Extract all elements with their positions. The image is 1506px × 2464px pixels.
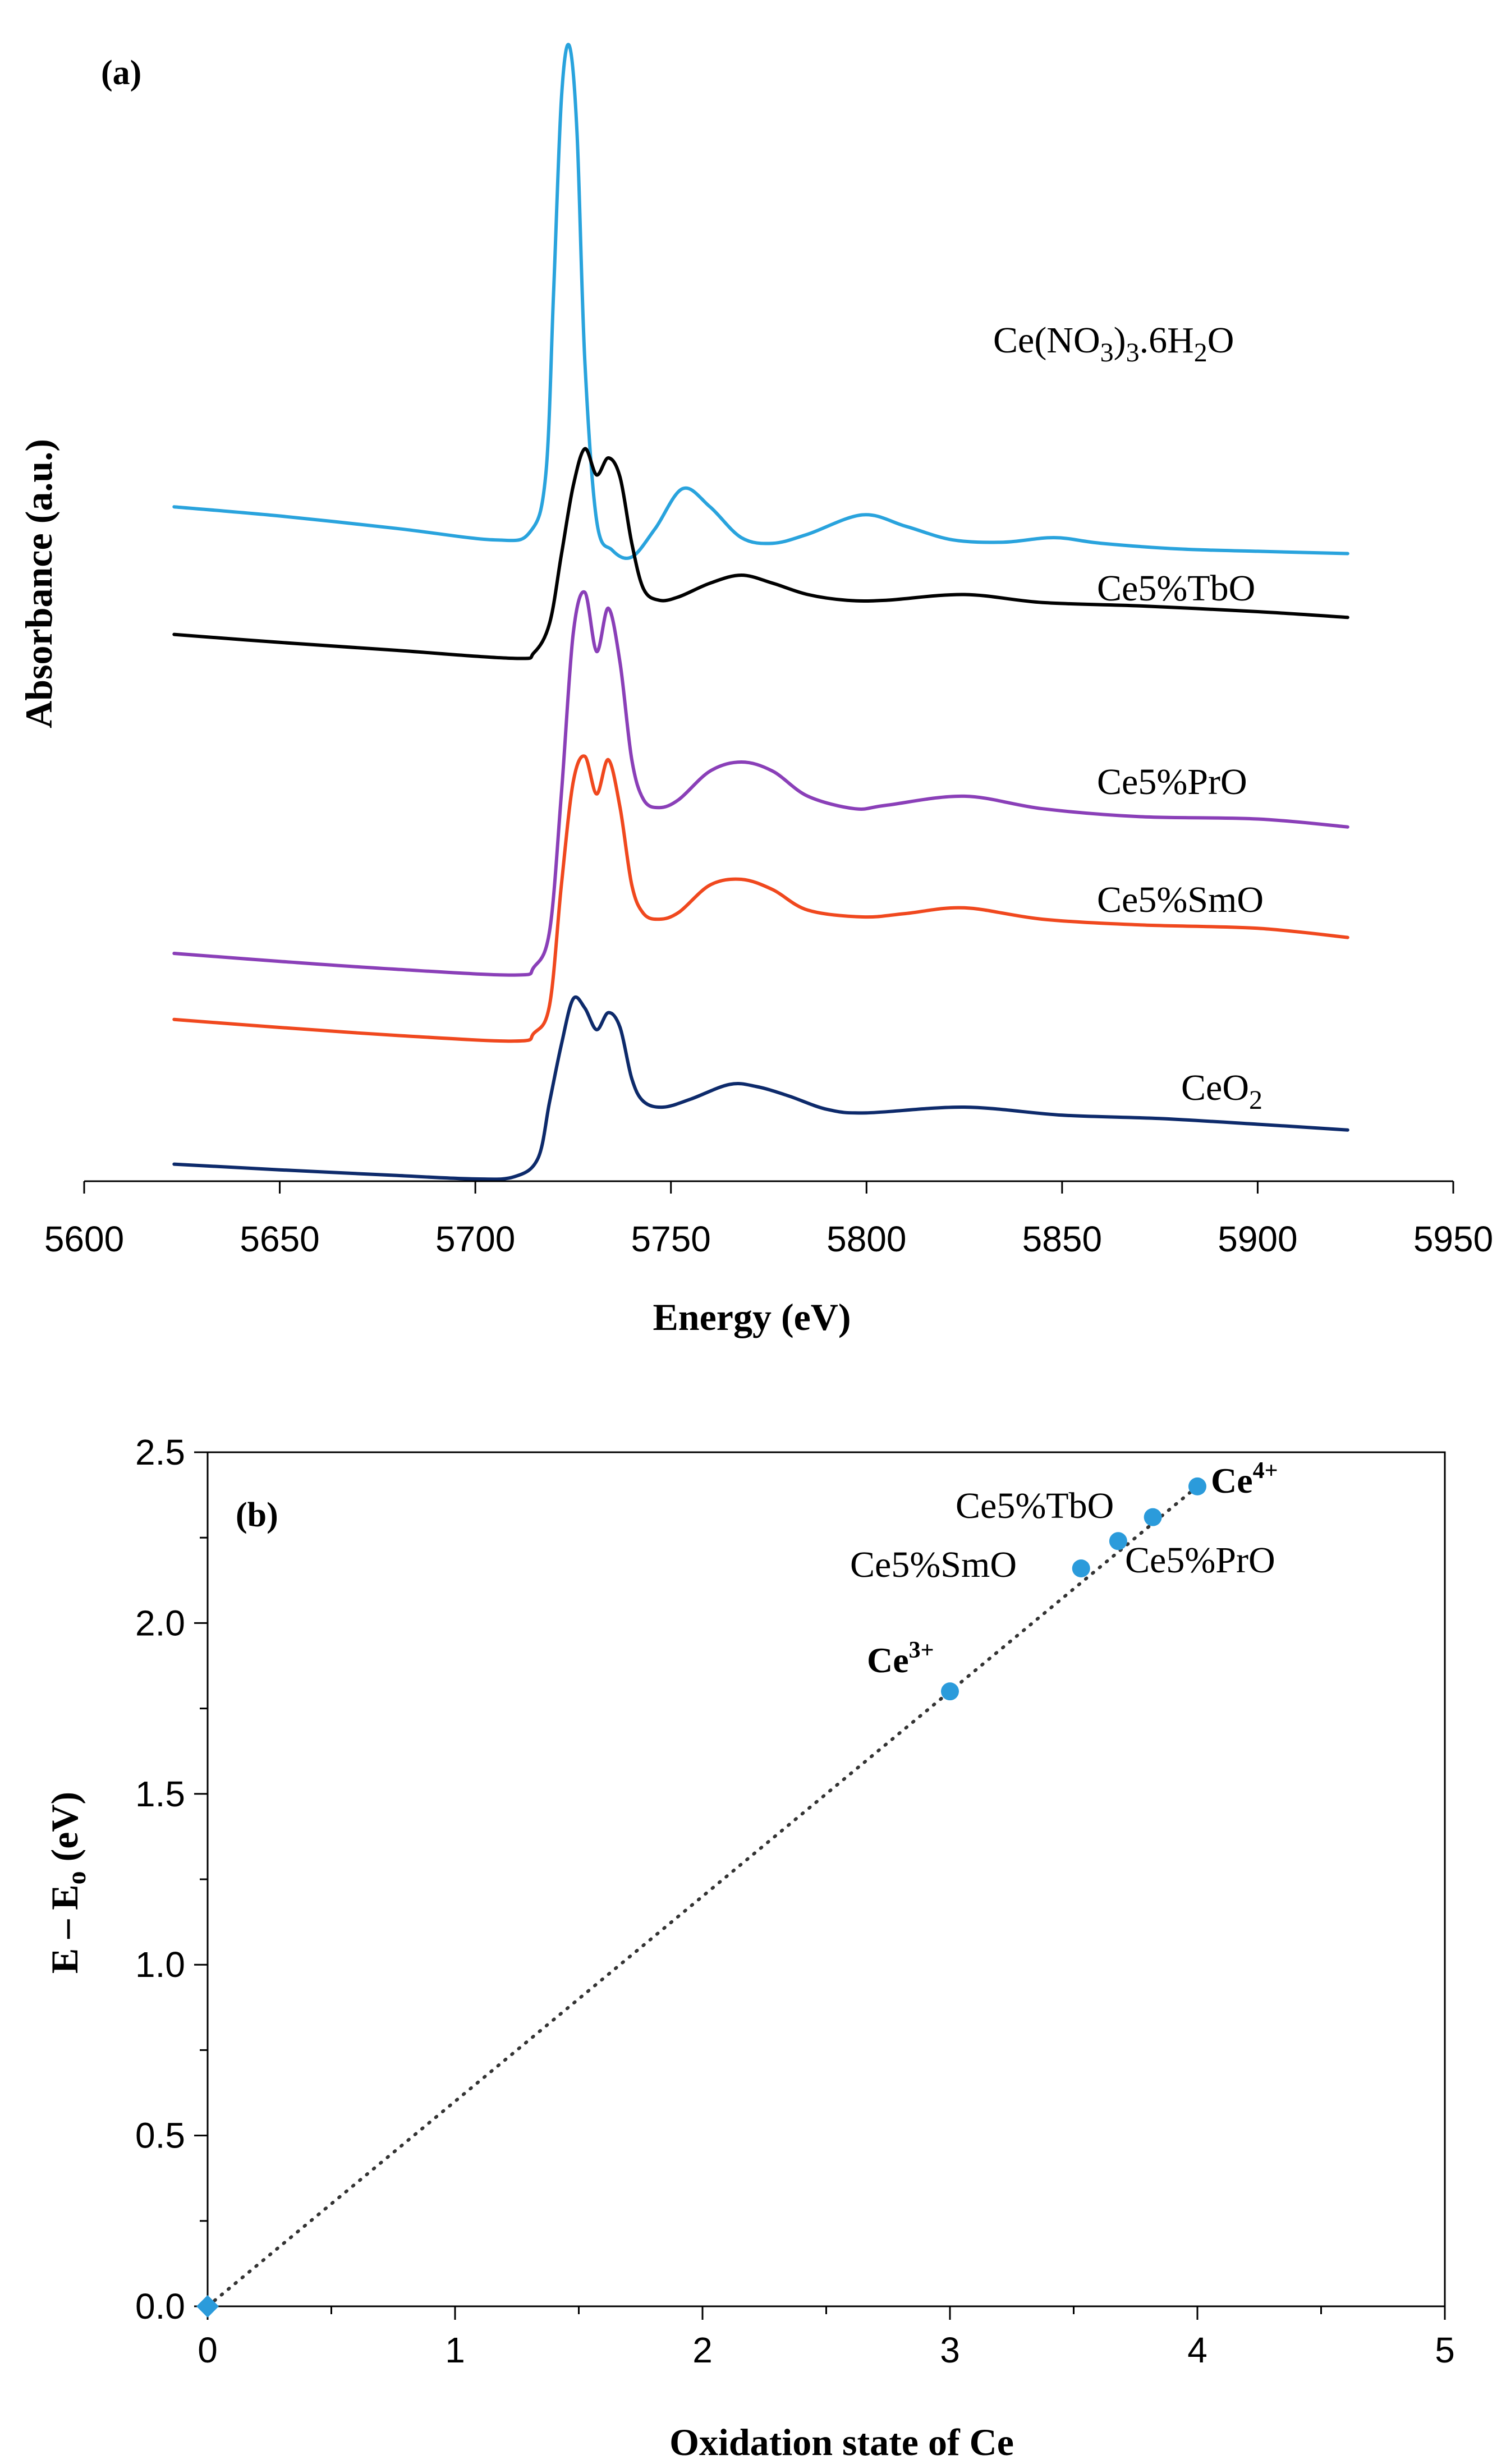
panel-a-x-ticks: 5600 5650 5700 5750 5800 5850 5900 5950	[44, 1181, 1493, 1259]
panel-a-x-tick-label: 5950	[1413, 1219, 1493, 1259]
series-line-3	[172, 754, 1349, 1043]
series-line-1	[172, 447, 1349, 660]
series-label-ce-nitrate: Ce(NO3)3.6H2O	[993, 320, 1234, 368]
panel-a-x-tick-label: 5600	[44, 1219, 124, 1259]
panel-b-y-tick-label: 2.0	[135, 1603, 185, 1643]
panel-a: (a) 5600 5650 5700 5750 5800 5850 5900 5950 Ce(…	[17, 43, 1493, 1338]
data-point-3	[1109, 1532, 1127, 1550]
panel-b-points	[196, 1477, 1206, 2318]
panel-a-y-title: Absorbance (a.u.)	[17, 439, 60, 728]
series-line-4	[172, 995, 1349, 1181]
panel-b-x-tick-label: 0	[198, 2330, 218, 2370]
panel-b-x-tick-label: 2	[692, 2330, 713, 2370]
panel-b-y-tick-label: 0.0	[135, 2286, 185, 2327]
panel-a-x-tick-label: 5650	[240, 1219, 319, 1259]
series-label-ce5-tbo: Ce5%TbO	[1097, 568, 1255, 609]
panel-b-x-title: Oxidation state of Ce	[669, 2421, 1014, 2463]
series-line-0	[172, 43, 1349, 560]
panel-b-y-tick-label: 1.0	[135, 1944, 185, 1985]
panel-a-x-tick-label: 5900	[1218, 1219, 1297, 1259]
point-label-ce5-pro: Ce5%PrO	[1125, 1540, 1275, 1581]
panel-a-x-tick-label: 5750	[631, 1219, 711, 1259]
panel-b-x-tick-label: 4	[1187, 2330, 1207, 2370]
series-label-ceo2: CeO2	[1181, 1067, 1262, 1115]
panel-a-x-tick-label: 5800	[827, 1219, 906, 1259]
panel-a-tag: (a)	[101, 54, 141, 92]
panel-b-tag: (b)	[236, 1496, 278, 1534]
data-point-4	[1144, 1508, 1162, 1526]
panel-b-x-tick-label: 1	[445, 2330, 465, 2370]
data-point-origin	[196, 2295, 219, 2318]
series-line-2	[172, 590, 1349, 977]
panel-b-y-tick-label: 1.5	[135, 1774, 185, 1814]
panel-b-y-tick-label: 2.5	[135, 1432, 185, 1472]
data-point-1	[941, 1682, 959, 1701]
data-point-5	[1188, 1477, 1206, 1495]
panel-b-y-tick-label: 0.5	[135, 2116, 185, 2156]
panel-b-ticks: 0 1 2 3 4 5 0.0 0.5 1.0 1.5 2.0 2.5	[135, 1432, 1455, 2370]
panel-b-x-tick-label: 5	[1435, 2330, 1455, 2370]
point-label-ce5-smo: Ce5%SmO	[850, 1544, 1017, 1585]
panel-a-x-tick-label: 5700	[435, 1219, 515, 1259]
panel-b: (b) 0 1 2 3 4 5 0.0 0.5 1.0 1.5 2.0 2.5 Ce3+ Ce5%Sm…	[43, 1432, 1455, 2463]
point-label-ce4: Ce4+	[1211, 1458, 1278, 1501]
series-label-ce5-smo: Ce5%SmO	[1097, 879, 1264, 920]
panel-a-x-title: Energy (eV)	[653, 1296, 851, 1338]
panel-b-x-tick-label: 3	[940, 2330, 960, 2370]
panel-a-series	[172, 43, 1349, 1181]
panel-a-x-tick-label: 5850	[1022, 1219, 1102, 1259]
panel-b-trendline	[206, 1484, 1199, 2308]
series-label-ce5-pro: Ce5%PrO	[1097, 761, 1247, 802]
panel-b-y-title: E – Eo (eV)	[43, 1792, 91, 1974]
point-label-ce5-tbo: Ce5%TbO	[956, 1485, 1114, 1526]
data-point-2	[1072, 1559, 1090, 1577]
point-label-ce3: Ce3+	[867, 1637, 934, 1680]
